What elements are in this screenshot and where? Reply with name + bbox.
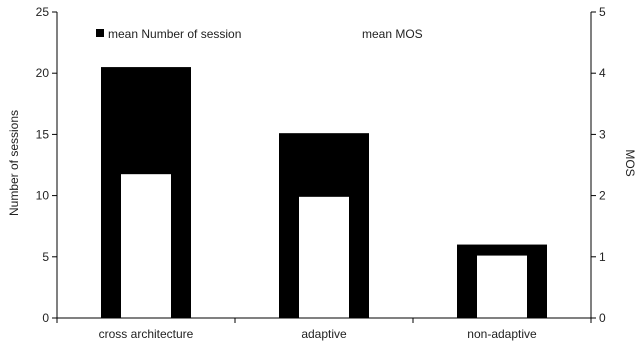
y-left-tick-label: 10 (36, 189, 50, 203)
y-left-tick-label: 15 (36, 127, 50, 141)
y-right-tick-label: 5 (599, 5, 606, 19)
x-tick-label: non-adaptive (467, 327, 537, 341)
legend-label-mos: mean MOS (362, 27, 423, 41)
y-left-tick-label: 25 (36, 5, 50, 19)
y-left-tick-label: 5 (42, 250, 49, 264)
y-right-tick-label: 4 (599, 66, 606, 80)
plot-area: 0 5 10 15 20 25 0 1 2 3 4 5 cross architecture adapti… (36, 5, 606, 341)
x-tick-label: cross architecture (99, 327, 194, 341)
y-right-tick-label: 0 (599, 311, 606, 325)
y-right-tick-label: 1 (599, 250, 606, 264)
bar-mos-1 (299, 196, 349, 318)
y-axis-right-title: MOS (623, 149, 635, 176)
legend: mean Number of session mean MOS (96, 27, 423, 41)
bar-mos-0 (121, 174, 171, 318)
y-left-tick-label: 20 (36, 66, 50, 80)
y-axis-left-title: Number of sessions (7, 110, 21, 216)
bar-mos-2 (477, 255, 527, 318)
y-right-tick-label: 3 (599, 127, 606, 141)
legend-swatch-session (96, 29, 104, 37)
x-tick-label: adaptive (301, 327, 347, 341)
y-right-tick-label: 2 (599, 189, 606, 203)
y-left-tick-label: 0 (42, 311, 49, 325)
legend-swatch-mos (352, 29, 360, 37)
legend-label-session: mean Number of session (108, 27, 241, 41)
